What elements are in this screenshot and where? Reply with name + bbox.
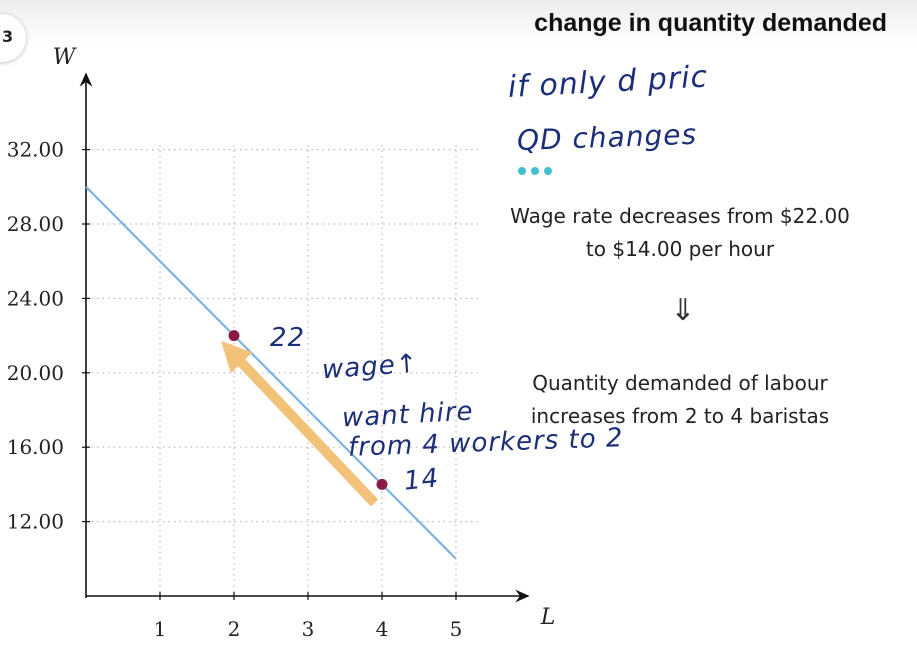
y-tick-label: 12.00 — [7, 510, 64, 534]
x-tick-label: 5 — [450, 617, 463, 641]
handwritten-label-22: 22 — [270, 323, 306, 353]
y-tick-label: 32.00 — [7, 138, 64, 162]
implies-arrow-icon: ⇓ — [670, 293, 696, 328]
y-tick-label: 24.00 — [7, 286, 64, 310]
demand-curve-line — [85, 186, 457, 560]
data-point-14 — [376, 478, 388, 490]
handwritten-note-line2: QD changes — [516, 117, 698, 157]
highlight-dots — [518, 160, 557, 179]
slide-number: 3 — [2, 27, 14, 46]
slide-title: change in quantity demanded — [534, 9, 887, 37]
y-tick-label: 28.00 — [7, 212, 64, 236]
x-tick-label: 4 — [376, 617, 389, 641]
y-tick-label: 20.00 — [7, 361, 64, 385]
movement-arrow — [221, 340, 379, 507]
quantity-change-note: Quantity demanded of labour increases fr… — [530, 371, 830, 428]
wage-change-note: Wage rate decreases from $22.00 to $14.0… — [510, 204, 850, 261]
x-tick-label: 2 — [228, 617, 241, 641]
x-tick-label: 3 — [302, 617, 315, 641]
x-axis-label: L — [540, 605, 556, 630]
top-bar — [0, 0, 917, 44]
data-point-22 — [228, 330, 240, 342]
handwritten-label-14: 14 — [402, 463, 441, 497]
y-tick-label: 16.00 — [7, 435, 64, 459]
y-axis-label: W — [53, 45, 78, 70]
x-tick-label: 1 — [154, 617, 167, 641]
